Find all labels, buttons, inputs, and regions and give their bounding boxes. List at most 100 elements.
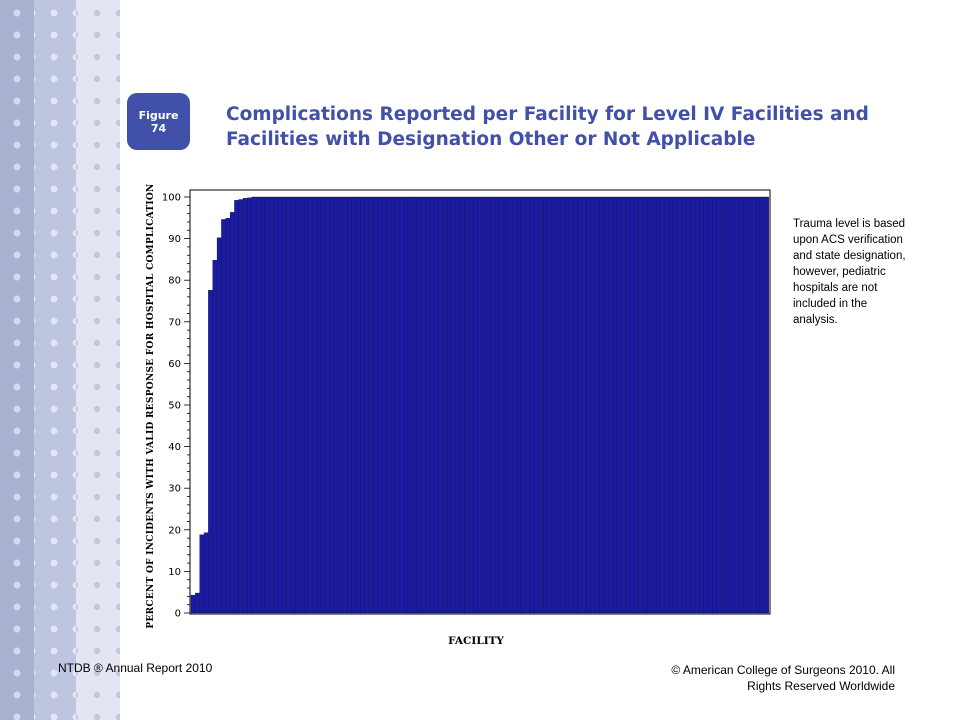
bar-facility-117 <box>694 196 700 614</box>
bar-facility-79 <box>529 196 535 614</box>
bar-facility-119 <box>703 196 709 614</box>
y-tick-label: 80 <box>168 276 181 287</box>
bar-facility-86 <box>560 196 565 614</box>
bar-facility-27 <box>303 196 309 614</box>
bars-group <box>190 196 769 614</box>
y-tick-label: 60 <box>168 359 181 370</box>
bar-facility-38 <box>351 196 357 614</box>
bar-facility-87 <box>564 196 569 614</box>
bar-facility-35 <box>338 196 343 614</box>
y-tick-label: 70 <box>168 317 181 328</box>
decorative-dot-panel-outer <box>0 0 34 720</box>
bar-facility-106 <box>647 196 652 614</box>
decorative-dot-panel-middle <box>34 0 76 720</box>
bar-facility-56 <box>429 196 435 614</box>
bar-facility-73 <box>503 196 509 614</box>
bar-chart: 0 10 20 30 40 50 60 70 80 90 100 PERCENT OF INCIDE… <box>146 183 771 647</box>
bar-facility-14 <box>247 197 252 614</box>
bar-facility-16 <box>256 196 261 614</box>
bar-facility-72 <box>499 196 504 614</box>
bar-facility-96 <box>603 196 609 614</box>
bar-facility-11 <box>234 200 239 614</box>
bar-facility-123 <box>721 196 726 614</box>
bar-facility-82 <box>542 196 548 614</box>
bar-facility-62 <box>455 196 461 614</box>
bar-facility-128 <box>742 196 748 614</box>
bar-facility-7 <box>216 237 222 614</box>
bar-facility-49 <box>399 196 404 614</box>
bar-facility-8 <box>221 219 226 614</box>
bar-facility-60 <box>447 196 452 614</box>
bar-facility-51 <box>408 196 413 614</box>
bar-facility-126 <box>734 196 739 614</box>
bar-facility-110 <box>664 196 669 614</box>
bar-facility-65 <box>468 196 474 614</box>
y-tick-label: 20 <box>168 525 181 536</box>
bar-facility-100 <box>621 196 626 614</box>
bar-facility-111 <box>668 196 674 614</box>
bar-facility-39 <box>355 196 361 614</box>
bar-facility-43 <box>373 196 378 614</box>
figure-number: 74 <box>150 121 167 135</box>
bar-facility-44 <box>377 196 383 614</box>
bar-facility-124 <box>725 196 730 614</box>
decorative-dot-panel-inner <box>76 0 120 720</box>
bar-facility-91 <box>581 196 587 614</box>
bar-facility-12 <box>238 199 244 614</box>
bar-facility-55 <box>425 196 430 614</box>
bar-facility-28 <box>308 196 313 614</box>
bar-facility-29 <box>312 196 317 614</box>
bar-facility-103 <box>634 196 639 614</box>
bar-facility-9 <box>225 218 230 614</box>
copyright-line-2: Rights Reserved Worldwide <box>747 679 895 693</box>
bar-facility-102 <box>629 196 635 614</box>
bar-facility-101 <box>625 196 630 614</box>
bar-facility-90 <box>577 196 583 614</box>
bar-facility-37 <box>347 196 352 614</box>
bar-facility-53 <box>416 196 422 614</box>
bar-facility-50 <box>403 196 409 614</box>
bar-facility-42 <box>369 196 374 614</box>
bar-facility-19 <box>269 196 274 614</box>
bar-facility-45 <box>382 196 387 614</box>
bar-facility-118 <box>699 196 704 614</box>
bar-facility-104 <box>638 196 643 614</box>
bar-facility-132 <box>760 196 765 614</box>
bar-facility-13 <box>242 198 248 614</box>
bar-facility-95 <box>599 196 604 614</box>
y-tick-label: 40 <box>168 442 181 453</box>
y-tick-label: 10 <box>168 567 181 578</box>
bar-facility-80 <box>534 196 539 614</box>
bar-facility-133 <box>764 196 769 614</box>
bar-facility-31 <box>321 196 326 614</box>
bar-facility-97 <box>608 196 613 614</box>
bar-facility-41 <box>364 196 370 614</box>
bar-facility-98 <box>612 196 617 614</box>
footer-copyright: © American College of Surgeons 2010. All… <box>671 662 895 694</box>
bar-facility-120 <box>707 196 713 614</box>
bar-facility-75 <box>512 196 517 614</box>
bar-facility-64 <box>464 196 470 614</box>
bar-facility-92 <box>586 196 591 614</box>
bar-facility-130 <box>751 196 756 614</box>
bar-facility-23 <box>286 196 291 614</box>
bar-facility-68 <box>481 196 487 614</box>
bar-facility-46 <box>386 196 391 614</box>
bar-facility-24 <box>290 196 296 614</box>
bar-facility-121 <box>712 196 717 614</box>
bar-facility-88 <box>568 196 574 614</box>
bar-facility-69 <box>486 196 491 614</box>
bar-facility-59 <box>442 196 448 614</box>
bar-facility-5 <box>208 290 213 614</box>
bar-facility-109 <box>660 196 665 614</box>
bar-facility-76 <box>516 196 522 614</box>
bar-facility-32 <box>325 196 330 614</box>
bar-facility-20 <box>273 196 278 614</box>
bar-facility-25 <box>295 196 300 614</box>
slide-title-line-2: Facilities with Designation Other or Not… <box>226 129 756 150</box>
bar-facility-6 <box>212 260 217 614</box>
y-tick-label: 90 <box>168 234 181 245</box>
copyright-line-1: © American College of Surgeons 2010. All <box>671 663 895 677</box>
y-tick-label: 50 <box>168 401 181 412</box>
bar-facility-36 <box>342 196 348 614</box>
